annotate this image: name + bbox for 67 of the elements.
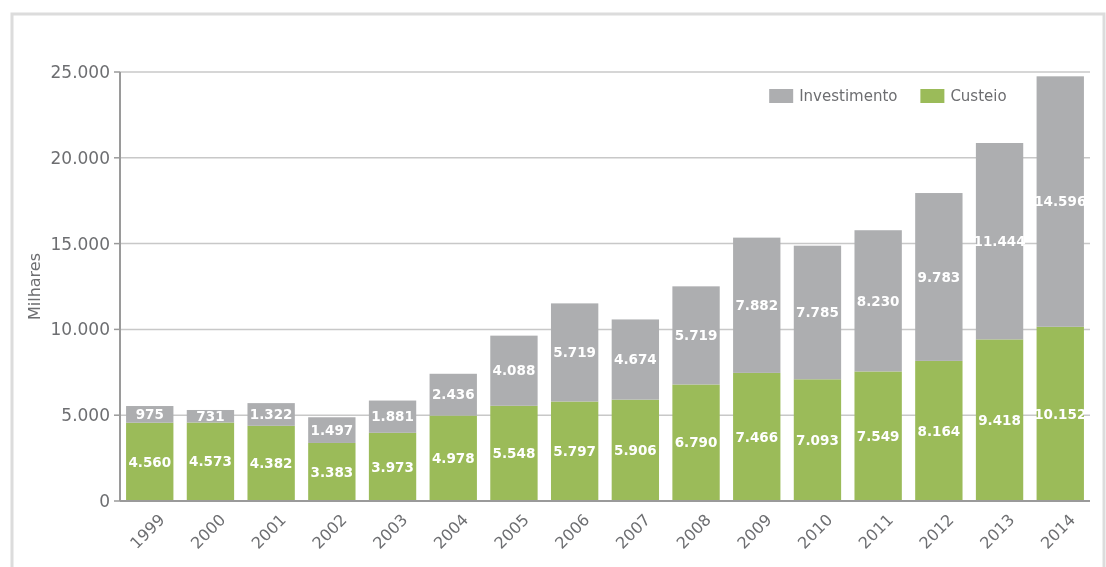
y-tick-label: 0 — [99, 490, 110, 511]
bar — [915, 360, 963, 501]
bar — [611, 399, 660, 501]
data-label: 4.382 — [249, 455, 293, 472]
y-tick-label: 10.000 — [50, 319, 110, 340]
y-tick-label: 25.000 — [50, 61, 110, 82]
data-label: 10.152 — [1034, 405, 1087, 422]
bar — [793, 379, 842, 501]
data-label: 1.322 — [249, 406, 293, 423]
y-axis-title: Milhares — [25, 252, 44, 321]
data-label: 4.560 — [128, 453, 172, 470]
bar — [429, 415, 477, 501]
data-label: 7.093 — [796, 431, 839, 448]
bar — [550, 303, 599, 402]
data-label: 8.230 — [856, 292, 900, 309]
data-label: 9.783 — [917, 268, 961, 285]
bar — [672, 286, 720, 385]
bar — [854, 230, 902, 372]
bar — [854, 371, 902, 501]
data-label: 11.444 — [973, 232, 1026, 249]
bar — [247, 425, 295, 501]
data-label: 3.383 — [310, 463, 354, 480]
data-label: 5.548 — [492, 445, 536, 462]
y-tick-label: 5.000 — [61, 405, 110, 426]
bar — [975, 339, 1024, 501]
bar — [186, 422, 235, 501]
data-label: 5.719 — [674, 327, 718, 344]
bar — [793, 245, 842, 380]
bar — [915, 193, 963, 361]
legend-label: Custeio — [950, 87, 1007, 106]
data-label: 4.674 — [614, 351, 657, 368]
data-label: 6.790 — [674, 434, 718, 451]
bar — [126, 422, 174, 501]
data-label: 9.418 — [978, 411, 1021, 428]
y-tick-label: 15.000 — [50, 233, 110, 254]
bar — [1036, 76, 1084, 327]
data-label: 7.882 — [735, 296, 779, 313]
data-label: 5.797 — [553, 442, 596, 459]
y-tick-label: 20.000 — [50, 147, 110, 168]
bar — [490, 335, 538, 406]
data-label: 5.719 — [553, 344, 596, 361]
data-label: 14.596 — [1034, 193, 1087, 210]
data-label: 3.973 — [371, 458, 414, 475]
bar — [490, 405, 538, 501]
bar — [672, 384, 720, 501]
bar — [368, 432, 417, 501]
bar — [733, 372, 781, 501]
data-label: 4.088 — [492, 362, 536, 379]
data-label: 7.549 — [856, 427, 900, 444]
data-label: 731 — [196, 407, 225, 424]
bar — [1036, 326, 1084, 501]
bar — [611, 319, 660, 400]
data-label: 2.436 — [431, 386, 475, 403]
data-label: 7.466 — [735, 428, 779, 445]
bar — [733, 237, 781, 373]
legend-label: Investimento — [799, 87, 898, 106]
data-label: 975 — [135, 406, 164, 423]
data-label: 4.573 — [189, 453, 232, 470]
bar — [308, 442, 356, 501]
bar — [975, 143, 1024, 340]
data-label: 7.785 — [796, 304, 839, 321]
data-label: 1.881 — [371, 408, 414, 425]
data-label: 8.164 — [917, 422, 961, 439]
data-label: 1.497 — [310, 421, 354, 438]
data-label: 5.906 — [614, 442, 657, 459]
data-label: 4.978 — [431, 450, 475, 467]
bar — [550, 401, 599, 501]
